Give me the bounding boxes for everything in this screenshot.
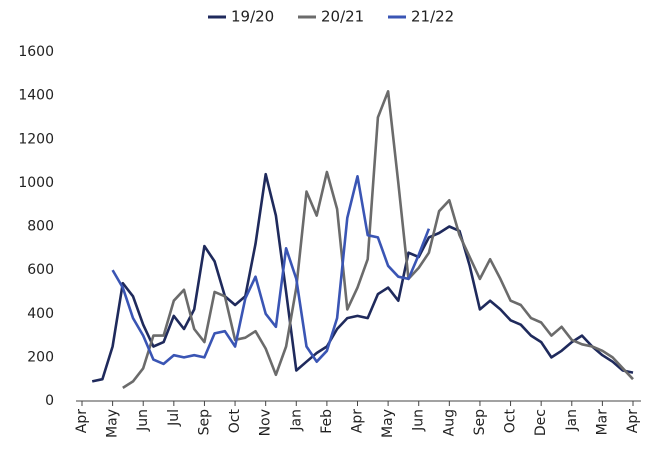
x-tick-label: Apr bbox=[625, 409, 641, 433]
x-tick-label: Oct bbox=[503, 409, 519, 434]
x-tick-label: May bbox=[380, 409, 396, 438]
x-tick-label: Sep bbox=[196, 409, 212, 436]
x-tick-label: Sep bbox=[472, 409, 488, 436]
series-line bbox=[91, 172, 634, 383]
legend-label: 20/21 bbox=[321, 8, 364, 26]
x-tick-label: Mar bbox=[594, 409, 610, 436]
x-tick-label: Aug bbox=[441, 409, 457, 436]
x-tick-label: Feb bbox=[319, 409, 335, 434]
y-tick-label: 1600 bbox=[18, 44, 54, 60]
y-tick-label: 1200 bbox=[18, 131, 54, 147]
legend-label: 21/22 bbox=[411, 8, 454, 26]
x-tick-label: Nov bbox=[258, 409, 274, 436]
legend-label: 19/20 bbox=[231, 8, 274, 26]
x-tick-label: Apr bbox=[74, 409, 90, 433]
x-tick-label: Dec bbox=[533, 409, 549, 436]
series-line bbox=[111, 175, 431, 366]
x-tick-label: Jan bbox=[564, 409, 580, 432]
x-tick-label: Jan bbox=[288, 409, 304, 432]
y-tick-label: 600 bbox=[27, 262, 54, 278]
y-tick-label: 0 bbox=[45, 393, 54, 409]
y-tick-label: 1400 bbox=[18, 88, 54, 104]
x-tick-label: Apr bbox=[350, 409, 366, 433]
y-tick-label: 1000 bbox=[18, 175, 54, 191]
x-tick-label: Jun bbox=[411, 409, 427, 432]
y-tick-label: 400 bbox=[27, 306, 54, 322]
x-tick-label: Jul bbox=[166, 409, 182, 427]
x-tick-label: Oct bbox=[227, 409, 243, 434]
x-tick-label: May bbox=[105, 409, 121, 438]
x-tick-label: Jun bbox=[135, 409, 151, 432]
y-tick-label: 200 bbox=[27, 349, 54, 365]
y-tick-label: 800 bbox=[27, 219, 54, 235]
series-line bbox=[122, 90, 634, 389]
